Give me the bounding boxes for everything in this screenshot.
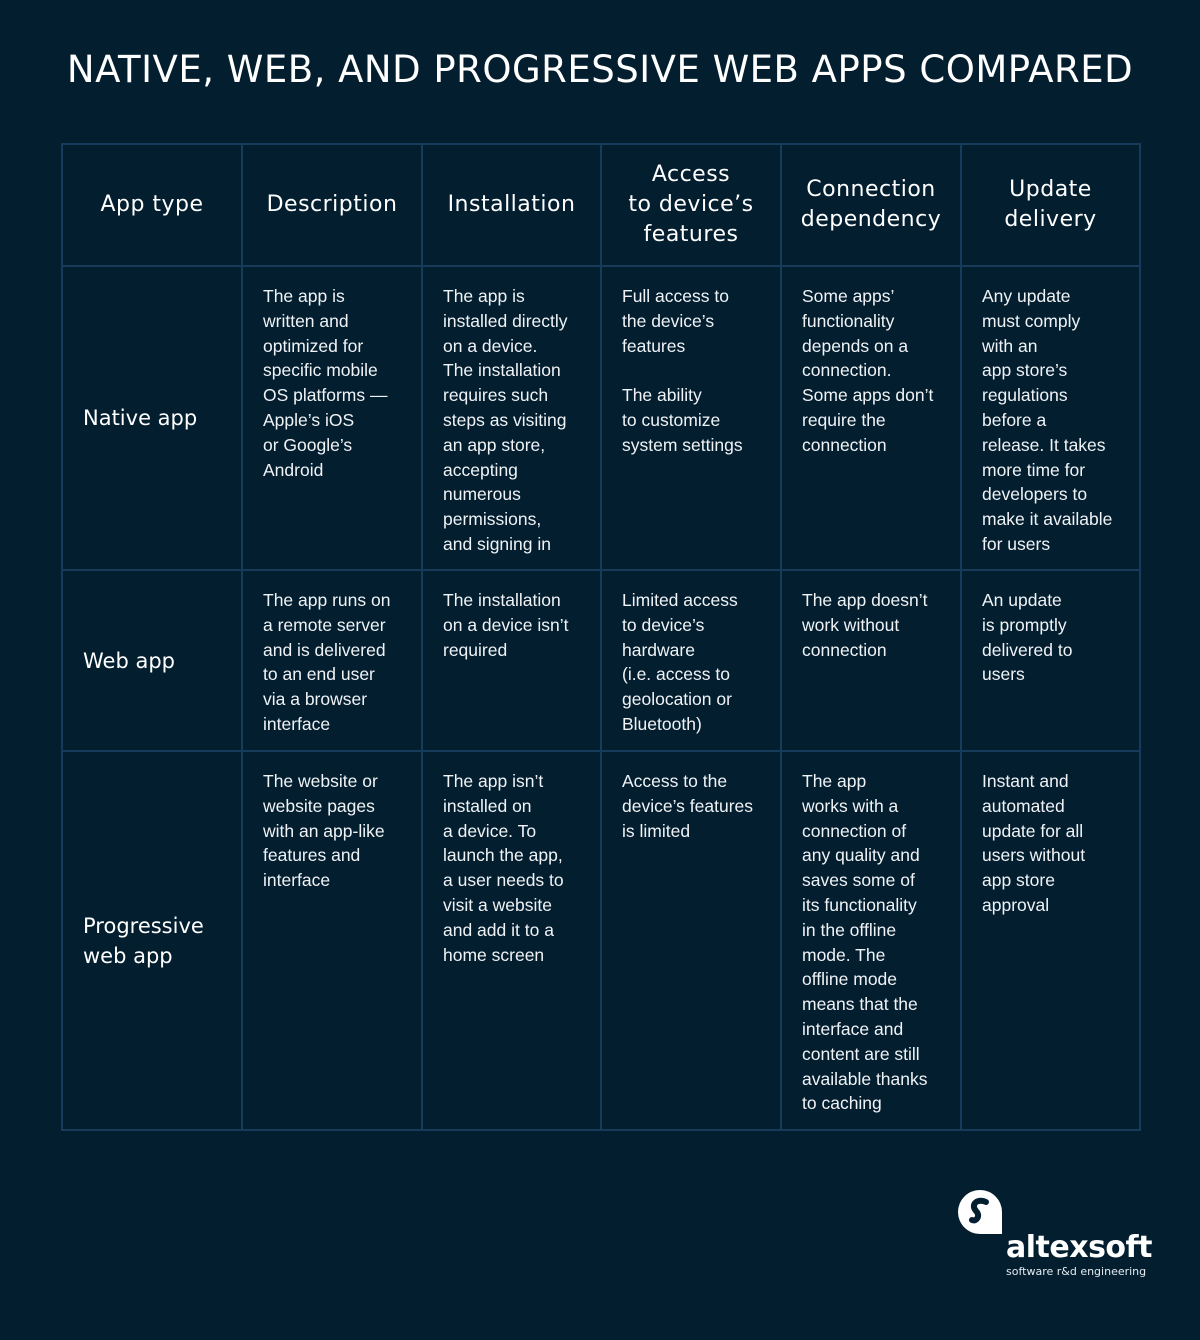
comparison-table: App type Description Installation Access… — [61, 143, 1141, 1131]
header-connection: Connection dependency — [780, 143, 962, 267]
table-cell: The installation on a device isn’t requi… — [421, 569, 602, 752]
logo-tagline: software r&d engineering — [1006, 1265, 1147, 1278]
header-update: Update delivery — [960, 143, 1141, 267]
table-cell: Limited access to device’s hardware (i.e… — [600, 569, 782, 752]
table-cell: The app is installed directly on a devic… — [421, 265, 602, 571]
page-title: NATIVE, WEB, AND PROGRESSIVE WEB APPS CO… — [66, 48, 1134, 91]
table-row: Progressive web app The website or websi… — [61, 750, 1141, 1131]
logo-mark-icon — [958, 1190, 1002, 1234]
row-label: Progressive web app — [61, 750, 243, 1131]
row-label: Native app — [61, 265, 243, 571]
table-cell: The app runs on a remote server and is d… — [241, 569, 423, 752]
header-installation: Installation — [421, 143, 602, 267]
table-cell: Some apps’ functionality depends on a co… — [780, 265, 962, 571]
table-cell: The app is written and optimized for spe… — [241, 265, 423, 571]
header-row: App type Description Installation Access… — [61, 143, 1141, 267]
table-cell: The app doesn’t work without connection — [780, 569, 962, 752]
altexsoft-logo: altexsoft software r&d engineering — [956, 1188, 1152, 1288]
table-cell: Instant and automated update for all use… — [960, 750, 1141, 1131]
table-cell: Access to the device’s features is limit… — [600, 750, 782, 1131]
table-cell: The website or website pages with an app… — [241, 750, 423, 1131]
table-cell: The app works with a connection of any q… — [780, 750, 962, 1131]
table-cell: The app isn’t installed on a device. To … — [421, 750, 602, 1131]
table-cell: Any update must comply with an app store… — [960, 265, 1141, 571]
header-device-access: Access to device’s features — [600, 143, 782, 267]
table-cell: Full access to the device’s features The… — [600, 265, 782, 571]
row-label: Web app — [61, 569, 243, 752]
header-app-type: App type — [61, 143, 243, 267]
header-description: Description — [241, 143, 423, 267]
logo-brand: altexsoft — [1006, 1230, 1152, 1265]
table-cell: An update is promptly delivered to users — [960, 569, 1141, 752]
table-row: Web app The app runs on a remote server … — [61, 569, 1141, 752]
table-row: Native app The app is written and optimi… — [61, 265, 1141, 571]
